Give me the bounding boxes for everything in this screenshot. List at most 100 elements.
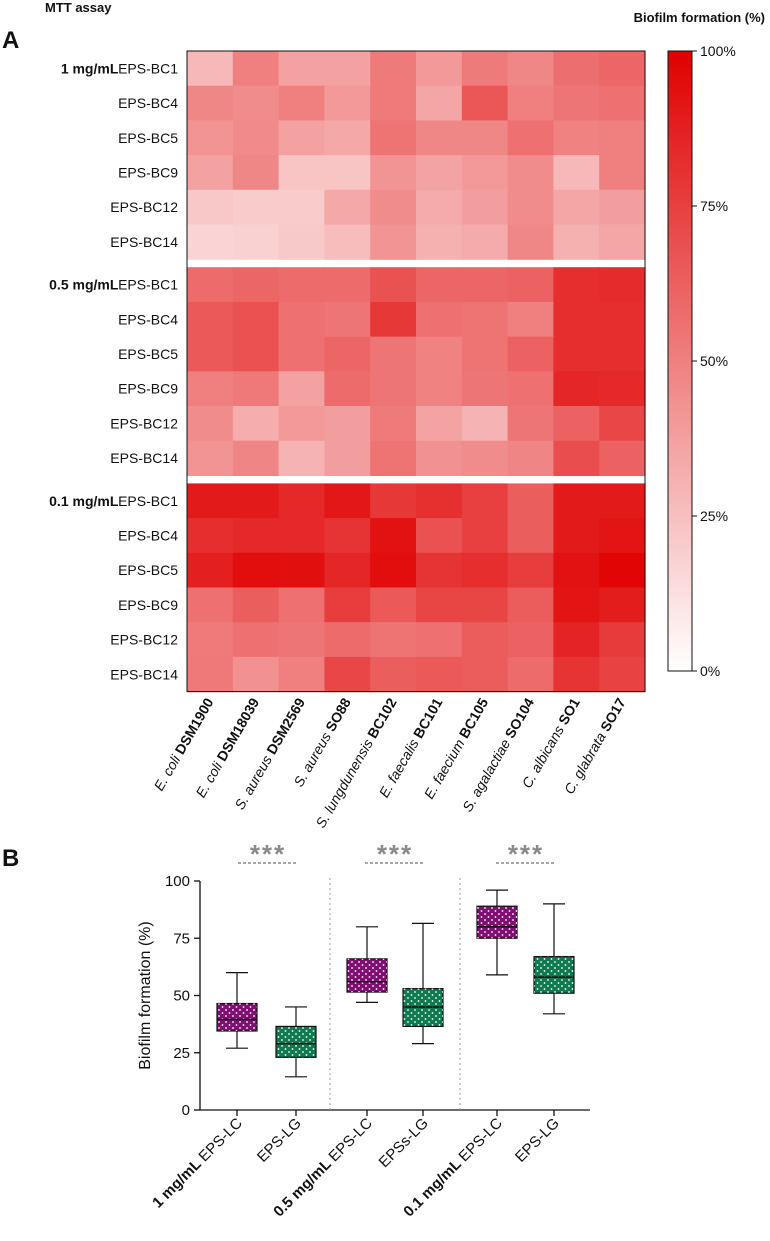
heatmap-cell: [553, 267, 600, 303]
box-pattern: [347, 958, 387, 993]
heatmap-cell: [324, 552, 371, 589]
heatmap-row-label: EPS-BC4: [118, 95, 178, 111]
heatmap-cell: [370, 224, 417, 260]
heatmap-cell: [416, 155, 463, 191]
heatmap-cell: [187, 267, 234, 303]
heatmap-cell: [416, 51, 463, 87]
heatmap-cell: [187, 552, 234, 589]
colorbar-tick-label: 25%: [700, 508, 728, 524]
heatmap-cell: [278, 51, 325, 87]
box-pattern: [276, 1026, 316, 1058]
colorbar-tick-label: 100%: [700, 43, 736, 59]
colorbar-tick-label: 0%: [700, 663, 720, 679]
heatmap-cell: [324, 483, 371, 519]
y-tick-label: 50: [173, 988, 190, 1005]
heatmap-cell: [370, 622, 417, 658]
heatmap-cell: [507, 120, 554, 156]
heatmap-cell: [599, 51, 646, 87]
heatmap-row-label: EPS-BC14: [110, 450, 178, 466]
heatmap-cell: [599, 518, 646, 554]
heatmap-cell: [507, 51, 554, 87]
heatmap-cell: [461, 440, 509, 476]
heatmap-cell: [599, 587, 646, 623]
heatmap-cell: [232, 371, 280, 407]
heatmap-cell: [278, 371, 325, 407]
heatmap-cell: [507, 552, 554, 589]
heatmap-cell: [278, 483, 325, 519]
colorbar: 100% 75% 50% 25% 0%: [667, 43, 736, 679]
box-plot: 0 25 50 75 100 Biofilm formation (%) 1 mg/mL E…: [137, 839, 590, 1220]
heatmap-cell: [507, 189, 554, 226]
heatmap-cell: [187, 189, 234, 226]
heatmap-cell: [324, 189, 371, 226]
heatmap-cell: [278, 301, 325, 338]
heatmap-row-label: EPS-BC14: [110, 666, 178, 682]
heatmap-cell: [187, 120, 234, 156]
heatmap-cell: [370, 440, 417, 476]
heatmap-cell: [232, 267, 280, 303]
heatmap-cell: [278, 224, 325, 260]
box-pattern: [477, 906, 517, 939]
heatmap-cell: [461, 155, 509, 191]
heatmap-cell: [507, 85, 554, 121]
box: [216, 971, 258, 1049]
heatmap-row-label: EPS-BC9: [118, 165, 178, 181]
heatmap-cell: [461, 622, 509, 658]
heatmap-cell: [553, 85, 600, 121]
heatmap-row-label: EPS-BC1: [118, 493, 178, 509]
heatmap-cell: [232, 518, 280, 554]
colorbar-tick-label: 75%: [700, 198, 728, 214]
heatmap-cell: [553, 483, 600, 519]
heatmap-cell: [232, 552, 280, 589]
heatmap-cell: [461, 483, 509, 519]
box: [476, 889, 518, 976]
heatmap-cell: [232, 406, 280, 442]
x-tick-label: EPSs-LG: [376, 1115, 432, 1171]
heatmap-cell: [324, 440, 371, 476]
heatmap-cell: [187, 301, 234, 338]
heatmap-cell: [278, 189, 325, 226]
heatmap-column-label: S. lungdunensis BC102: [312, 695, 400, 831]
heatmap-cell: [507, 371, 554, 407]
heatmap-cell: [416, 371, 463, 407]
heatmap-cell: [232, 483, 280, 519]
heatmap-cell: [553, 587, 600, 623]
heatmap-cell: [278, 336, 325, 372]
heatmap-cell: [370, 371, 417, 407]
heatmap-cell: [553, 224, 600, 260]
heatmap-row-label: EPS-BC4: [118, 311, 178, 327]
heatmap-cell: [599, 336, 646, 372]
heatmap-cell: [278, 622, 325, 658]
heatmap-cell: [370, 552, 417, 589]
y-tick-label: 25: [173, 1045, 190, 1062]
box-pattern: [217, 1003, 257, 1031]
heatmap-cell: [507, 518, 554, 554]
heatmap-cell: [461, 189, 509, 226]
heatmap-cell: [507, 483, 554, 519]
heatmap-cell: [599, 85, 646, 121]
heatmap-cell: [416, 120, 463, 156]
heatmap-cell: [416, 406, 463, 442]
heatmap-cell: [416, 267, 463, 303]
heatmap-cell: [232, 85, 280, 121]
heatmap-cell: [507, 406, 554, 442]
heatmap-cell: [599, 406, 646, 442]
box: [275, 1006, 317, 1078]
heatmap-cell: [278, 406, 325, 442]
heatmap-cell: [187, 51, 234, 87]
heatmap-cell: [416, 85, 463, 121]
heatmap-cell: [461, 518, 509, 554]
heatmap-cell: [278, 85, 325, 121]
heatmap-row-label: EPS-BC5: [118, 130, 178, 146]
heatmap-cell: [416, 656, 463, 693]
heatmap-cell: [370, 120, 417, 156]
heatmap-cell: [461, 552, 509, 589]
heatmap-cell: [232, 189, 280, 226]
heatmap-row-label: EPS-BC1: [118, 277, 178, 293]
heatmap-cell: [324, 85, 371, 121]
heatmap-frame: [186, 50, 646, 693]
heatmap-cell: [416, 189, 463, 226]
heatmap-cell: [553, 51, 600, 87]
heatmap-cell: [599, 301, 646, 338]
